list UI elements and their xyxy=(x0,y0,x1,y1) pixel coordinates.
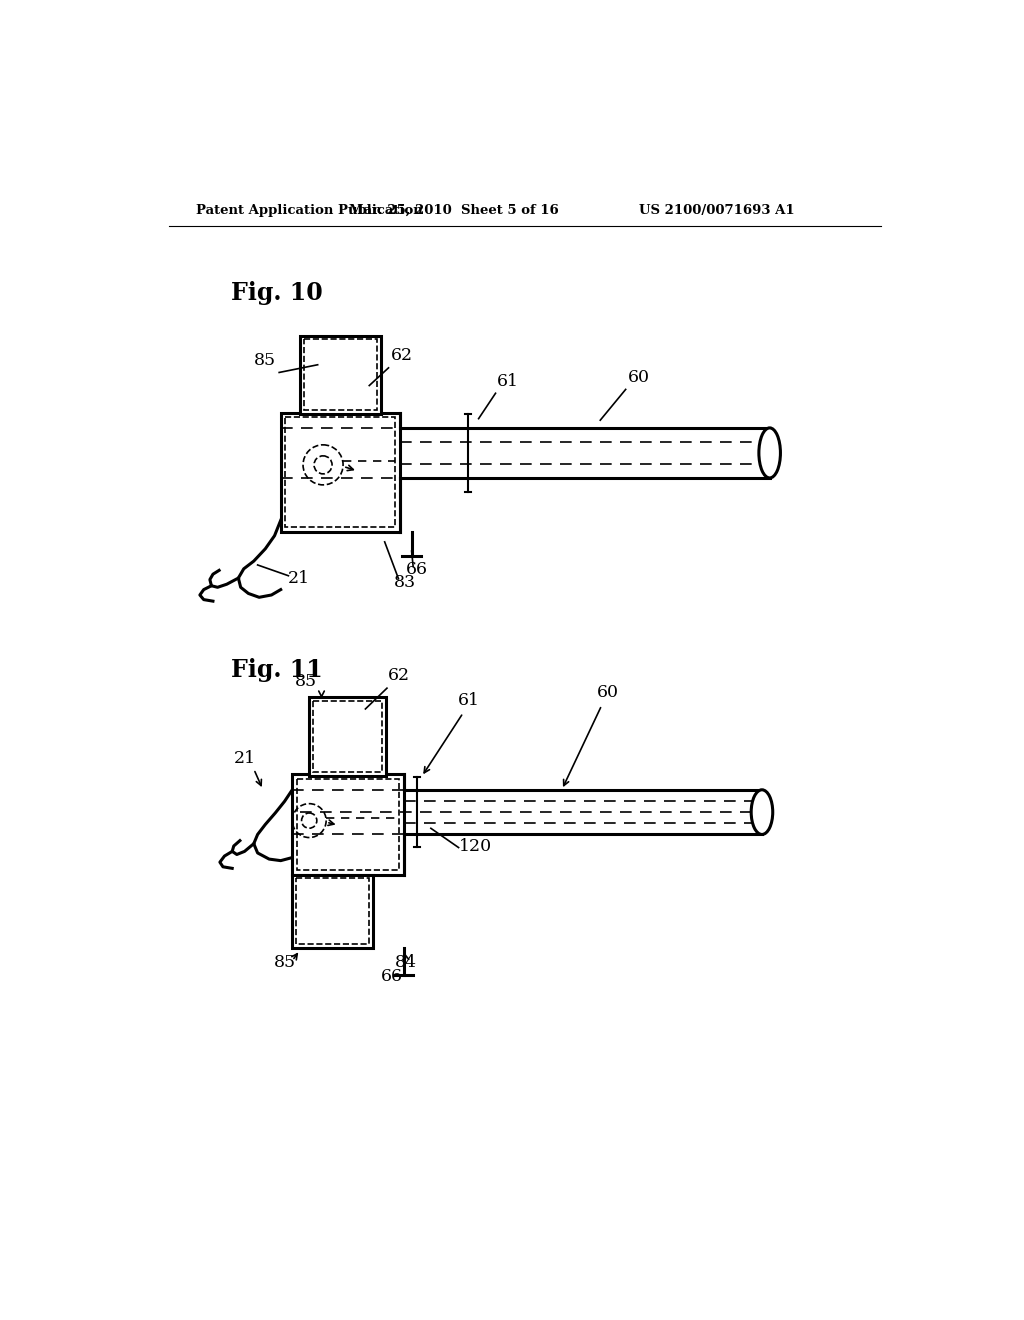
Text: Mar. 25, 2010  Sheet 5 of 16: Mar. 25, 2010 Sheet 5 of 16 xyxy=(349,205,559,218)
Bar xyxy=(309,697,386,776)
Bar xyxy=(304,339,377,411)
Bar xyxy=(296,878,370,944)
Text: 85: 85 xyxy=(295,673,317,690)
Text: 61: 61 xyxy=(497,372,519,389)
Text: 85: 85 xyxy=(254,351,276,368)
Ellipse shape xyxy=(759,428,780,478)
Text: Patent Application Publication: Patent Application Publication xyxy=(196,205,423,218)
Bar xyxy=(297,779,399,870)
Text: 62: 62 xyxy=(387,668,410,685)
Text: 21: 21 xyxy=(233,750,256,767)
Text: Fig. 11: Fig. 11 xyxy=(230,659,323,682)
Text: US 2100/0071693 A1: US 2100/0071693 A1 xyxy=(639,205,795,218)
Bar xyxy=(313,701,382,772)
Text: 66: 66 xyxy=(381,968,403,985)
Text: 66: 66 xyxy=(406,561,428,578)
Bar xyxy=(300,335,381,414)
Text: 84: 84 xyxy=(395,954,417,972)
Text: 21: 21 xyxy=(288,570,309,587)
Bar xyxy=(292,775,403,874)
Text: 60: 60 xyxy=(597,684,618,701)
Text: 83: 83 xyxy=(393,573,416,590)
Text: 85: 85 xyxy=(273,954,296,972)
Ellipse shape xyxy=(752,789,773,834)
Bar xyxy=(286,417,395,527)
Text: 62: 62 xyxy=(390,347,413,364)
Text: 60: 60 xyxy=(628,368,650,385)
Bar xyxy=(292,874,373,948)
Bar xyxy=(281,412,400,532)
Text: 61: 61 xyxy=(459,692,480,709)
Text: Fig. 10: Fig. 10 xyxy=(230,281,323,305)
Text: 120: 120 xyxy=(459,838,493,855)
